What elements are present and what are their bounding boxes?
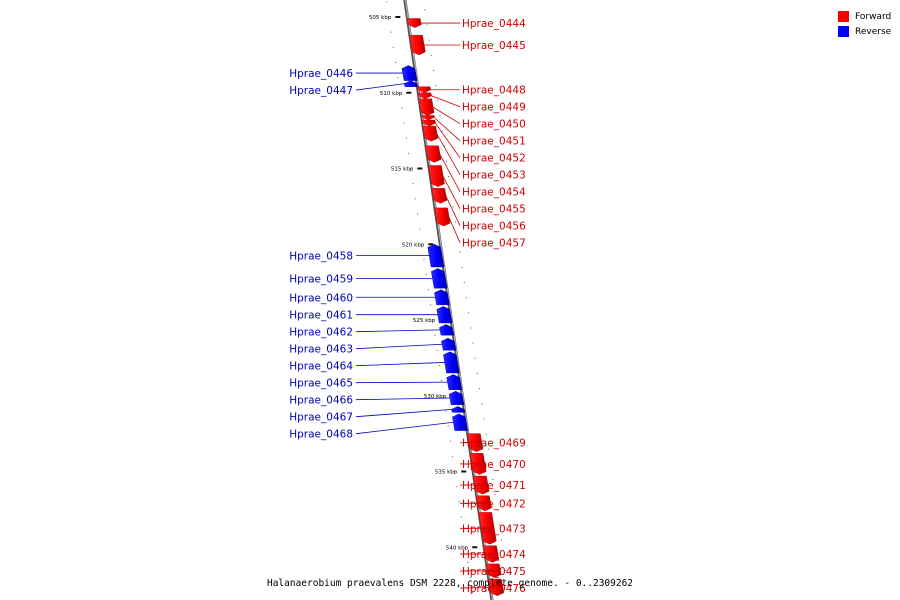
gene-Hprae_0448-forward (416, 86, 432, 94)
gene-label: Hprae_0470 (462, 459, 526, 471)
gene-label: Hprae_0471 (462, 480, 526, 492)
gene-label: Hprae_0472 (462, 498, 526, 510)
leader-line (436, 133, 461, 175)
gene-label: Hprae_0467 (289, 412, 353, 424)
leader-line (355, 421, 454, 435)
gene-Hprae_0459-reverse (431, 268, 448, 289)
gene-label: Hprae_0475 (462, 566, 526, 578)
gene-Hprae_0444-forward (406, 18, 422, 28)
leader-line (448, 216, 461, 243)
gene-label: Hprae_0461 (289, 310, 353, 322)
gene-label: Hprae_0468 (289, 429, 353, 441)
leader-line (355, 397, 451, 401)
gene-Hprae_0452-forward (421, 119, 436, 127)
leader-line (459, 586, 503, 589)
gene-Hprae_0460-reverse (434, 289, 450, 306)
tick-label: 540 kbp (446, 545, 469, 551)
gene-label: Hprae_0474 (462, 549, 526, 561)
legend-label-reverse: Reverse (855, 26, 892, 37)
gene-label: Hprae_0447 (289, 85, 353, 97)
gene-label: Hprae_0476 (462, 583, 526, 595)
gene-Hprae_0455-forward (428, 165, 445, 187)
leader-line (434, 122, 461, 158)
gene-label: Hprae_0460 (289, 292, 353, 304)
gene-label: Hprae_0444 (462, 18, 526, 30)
leader-line (432, 106, 461, 125)
leader-line (355, 381, 448, 384)
gene-label: Hprae_0469 (462, 438, 526, 450)
tick-label: 535 kbp (435, 470, 458, 476)
gene-Hprae_0450-forward (418, 98, 435, 116)
tick-label: 520 kbp (402, 242, 425, 248)
gene-Hprae_0457-forward (434, 207, 451, 227)
gene-Hprae_0454-forward (425, 145, 442, 163)
gene-label: Hprae_0462 (289, 327, 353, 339)
gene-label: Hprae_0455 (462, 204, 526, 216)
leader-line (445, 195, 461, 226)
leader-line (355, 362, 445, 367)
gene-label: Hprae_0464 (289, 361, 353, 373)
gene-Hprae_0453-forward (422, 125, 439, 142)
tick-label: 530 kbp (424, 394, 447, 400)
gene-Hprae_0465-reverse (446, 374, 463, 390)
gene-label: Hprae_0459 (289, 273, 353, 285)
gene-Hprae_0461-reverse (436, 306, 453, 324)
legend-item-forward: Forward (838, 9, 891, 24)
gene-label: Hprae_0448 (462, 85, 526, 97)
tick-label: 515 kbp (391, 167, 414, 173)
tick-label: 505 kbp (369, 15, 392, 21)
gene-label: Hprae_0456 (462, 221, 526, 233)
gene-label: Hprae_0454 (462, 187, 526, 199)
gene-Hprae_0447-reverse (403, 80, 419, 87)
gene-Hprae_0445-forward (409, 35, 426, 56)
leader-line (431, 95, 461, 108)
gene-label: Hprae_0449 (462, 102, 526, 114)
gene-label: Hprae_0452 (462, 153, 526, 165)
gene-Hprae_0462-reverse (439, 324, 455, 336)
gene-Hprae_0468-reverse (452, 413, 469, 431)
tick-label: 510 kbp (380, 91, 403, 97)
gene-label: Hprae_0451 (462, 136, 526, 148)
legend-item-reverse: Reverse (838, 24, 891, 39)
gene-Hprae_0458-reverse (427, 244, 445, 268)
gene-label: Hprae_0446 (289, 68, 353, 80)
gene-label: Hprae_0458 (289, 251, 353, 263)
genome-caption: Halanaerobium praevalens DSM 2228, compl… (266, 578, 634, 589)
gene-Hprae_0456-forward (431, 187, 448, 204)
gene-label: Hprae_0457 (462, 238, 526, 250)
legend: Forward Reverse (838, 9, 891, 39)
leader-line (439, 153, 461, 192)
leader-line (355, 329, 441, 333)
leader-line (355, 343, 443, 350)
leader-line (434, 117, 461, 142)
gene-Hprae_0451-forward (420, 115, 436, 121)
legend-swatch-forward (838, 11, 849, 22)
legend-label-forward: Forward (855, 11, 892, 22)
leader-line (442, 175, 461, 209)
gene-Hprae_0466-reverse (448, 390, 465, 405)
gene-Hprae_0467-reverse (451, 406, 466, 413)
gene-label: Hprae_0465 (289, 378, 353, 390)
gene-Hprae_0463-reverse (441, 337, 457, 351)
gene-label: Hprae_0466 (289, 395, 353, 407)
gene-label: Hprae_0463 (289, 344, 353, 356)
leader-line (355, 408, 452, 418)
tick-label: 525 kbp (413, 318, 436, 324)
gene-Hprae_0449-forward (417, 92, 432, 100)
leader-line (355, 83, 405, 91)
gene-label: Hprae_0445 (462, 40, 526, 52)
gene-label: Hprae_0473 (462, 523, 526, 535)
gene-label: Hprae_0453 (462, 170, 526, 182)
legend-swatch-reverse (838, 26, 849, 37)
gene-Hprae_0464-reverse (443, 351, 460, 374)
gene-label: Hprae_0450 (462, 119, 526, 131)
